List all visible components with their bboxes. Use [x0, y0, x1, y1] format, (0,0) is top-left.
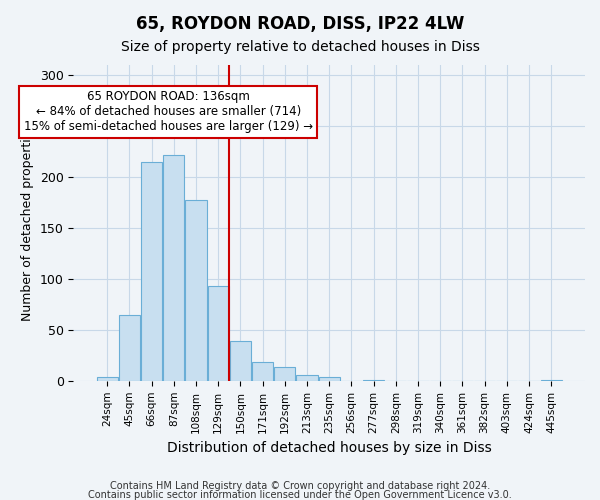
Bar	[230, 341, 251, 381]
Bar	[185, 200, 206, 381]
Text: Size of property relative to detached houses in Diss: Size of property relative to detached ho…	[121, 40, 479, 54]
Bar	[274, 366, 295, 381]
Text: Contains public sector information licensed under the Open Government Licence v3: Contains public sector information licen…	[88, 490, 512, 500]
Bar	[141, 162, 162, 381]
Bar	[163, 154, 184, 381]
Bar	[119, 314, 140, 381]
Text: 65 ROYDON ROAD: 136sqm
← 84% of detached houses are smaller (714)
15% of semi-de: 65 ROYDON ROAD: 136sqm ← 84% of detached…	[23, 90, 313, 134]
Text: Contains HM Land Registry data © Crown copyright and database right 2024.: Contains HM Land Registry data © Crown c…	[110, 481, 490, 491]
Bar	[296, 374, 317, 381]
Bar	[208, 286, 229, 381]
Y-axis label: Number of detached properties: Number of detached properties	[21, 124, 34, 322]
Bar	[541, 380, 562, 381]
Bar	[252, 362, 273, 381]
X-axis label: Distribution of detached houses by size in Diss: Distribution of detached houses by size …	[167, 441, 491, 455]
Bar	[319, 376, 340, 381]
Bar	[363, 380, 384, 381]
Bar	[97, 376, 118, 381]
Text: 65, ROYDON ROAD, DISS, IP22 4LW: 65, ROYDON ROAD, DISS, IP22 4LW	[136, 15, 464, 33]
